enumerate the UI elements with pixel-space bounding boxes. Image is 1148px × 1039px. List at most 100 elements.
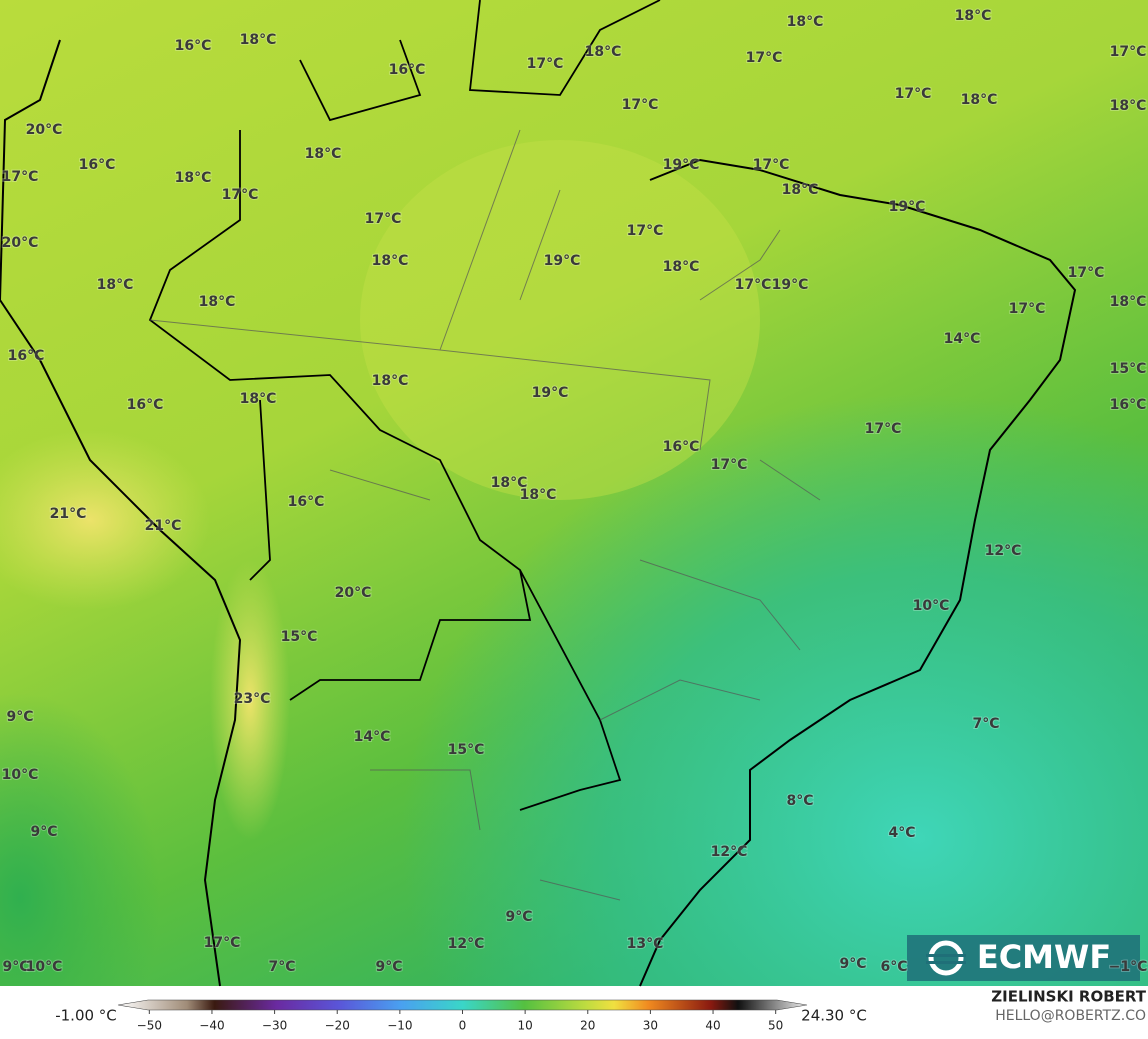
temperature-label: 18°C — [491, 475, 528, 491]
temperature-label: 17°C — [753, 157, 790, 173]
colorbar-tick-label: −20 — [325, 1019, 350, 1033]
temperature-label: 18°C — [1110, 98, 1147, 114]
logo-text: ECMWF — [977, 938, 1111, 976]
temperature-label: 17°C — [365, 211, 402, 227]
temperature-label: 16°C — [389, 62, 426, 78]
temperature-label: 9°C — [2, 959, 29, 975]
temperature-label: 20°C — [2, 235, 39, 251]
logo-icon — [926, 940, 966, 976]
temperature-label: 15°C — [1110, 361, 1147, 377]
credit-email: HELLO@ROBERTZ.CO — [995, 1008, 1146, 1024]
temperature-label: 17°C — [1009, 301, 1046, 317]
warm-area — [210, 560, 290, 840]
temperature-label: 17°C — [622, 97, 659, 113]
colorbar-bar — [117, 999, 808, 1011]
temperature-label: 15°C — [281, 629, 318, 645]
colorbar-tick-label: −30 — [262, 1019, 287, 1033]
temperature-label: 21°C — [50, 506, 87, 522]
temperature-label: 17°C — [2, 169, 39, 185]
warm-area — [360, 140, 760, 500]
temperature-label: 14°C — [944, 331, 981, 347]
temperature-label: 12°C — [711, 844, 748, 860]
temperature-label: 18°C — [955, 8, 992, 24]
colorbar-tick-label: −10 — [387, 1019, 412, 1033]
temperature-label: 18°C — [585, 44, 622, 60]
temperature-label: 17°C — [895, 86, 932, 102]
temperature-label: 18°C — [372, 253, 409, 269]
colorbar-tick-label: −40 — [199, 1019, 224, 1033]
temperature-label: 18°C — [240, 391, 277, 407]
temperature-label: 10°C — [913, 598, 950, 614]
temperature-label: 16°C — [288, 494, 325, 510]
temperature-label: 18°C — [305, 146, 342, 162]
credit-name: ZIELINSKI ROBERT — [991, 988, 1146, 1006]
temperature-label: 12°C — [985, 543, 1022, 559]
temperature-label: 18°C — [175, 170, 212, 186]
temperature-labels: 18°C 18°C16°C 18°C18°C17°C 17°C 17°C16°C17°C… — [1, 7, 1148, 976]
temperature-label: 18°C — [372, 373, 409, 389]
colorbar-tick-label: 50 — [768, 1019, 783, 1033]
colorbar-tick-label: 30 — [643, 1019, 658, 1033]
temperature-label: 16°C — [79, 157, 116, 173]
temperature-label: 19°C — [889, 199, 926, 215]
country-border — [148, 0, 661, 811]
temperature-label: 17°C — [627, 223, 664, 239]
temperature-label: 9°C — [839, 956, 866, 972]
temperature-label: 17°C — [735, 277, 772, 293]
temperature-label: 20°C — [335, 585, 372, 601]
temperature-label: 9°C — [30, 824, 57, 840]
temperature-label: 18°C — [240, 32, 277, 48]
temperature-label: 4°C — [888, 825, 915, 841]
colorbar-tick-label: 0 — [459, 1019, 467, 1033]
temperature-label: 17°C — [865, 421, 902, 437]
temperature-label: 18°C — [97, 277, 134, 293]
temperature-label: 17°C — [711, 457, 748, 473]
coastline — [639, 158, 1077, 987]
temperature-label: 19°C — [532, 385, 569, 401]
temperature-label: 16°C — [8, 348, 45, 364]
temperature-label: 15°C — [448, 742, 485, 758]
temperature-label: 19°C — [544, 253, 581, 269]
colorbar-tick-label: 10 — [517, 1019, 532, 1033]
colorbar-max: 24.30 °C — [801, 1007, 867, 1025]
temperature-label: 12°C — [448, 936, 485, 952]
temperature-label: 7°C — [268, 959, 295, 975]
map: ECMWF — [0, 0, 1148, 987]
temperature-label: 21°C — [145, 518, 182, 534]
temperature-label: 16°C — [127, 397, 164, 413]
temperature-label: 10°C — [2, 767, 39, 783]
temperature-label: 18°C — [663, 259, 700, 275]
temperature-label: 17°C — [746, 50, 783, 66]
colorbar-tick-label: 20 — [580, 1019, 595, 1033]
temperature-label: 17°C — [1110, 44, 1147, 60]
temperature-label: 17°C — [1068, 265, 1105, 281]
temperature-label: 6°C — [880, 959, 907, 975]
temperature-label: 9°C — [375, 959, 402, 975]
temperature-label: 17°C — [204, 935, 241, 951]
temperature-label: 18°C — [787, 14, 824, 30]
temperature-label: 19°C — [772, 277, 809, 293]
temperature-label: 9°C — [505, 909, 532, 925]
temperature-label: 17°C — [222, 187, 259, 203]
temperature-label: 16°C — [175, 38, 212, 54]
temperature-label: 23°C — [234, 691, 271, 707]
temperature-label: 7°C — [972, 716, 999, 732]
temperature-label: 16°C — [1110, 397, 1147, 413]
coastline — [0, 39, 242, 987]
temperature-label: 18°C — [961, 92, 998, 108]
temperature-label: 10°C — [26, 959, 63, 975]
temperature-label: 18°C — [1110, 294, 1147, 310]
temperature-label: 18°C — [199, 294, 236, 310]
temperature-label: 14°C — [354, 729, 391, 745]
temperature-label: 18°C — [520, 487, 557, 503]
colorbar-tick-label: 40 — [705, 1019, 720, 1033]
temperature-label: 9°C — [6, 709, 33, 725]
state-border — [149, 129, 821, 901]
colorbar-tick-label: −50 — [137, 1019, 162, 1033]
temperature-label: 18°C — [782, 182, 819, 198]
warm-area — [0, 430, 210, 610]
temperature-label: 13°C — [627, 936, 664, 952]
colorbar-min: -1.00 °C — [55, 1007, 117, 1025]
temperature-label: 17°C — [527, 56, 564, 72]
colorbar: -1.00 °C 24.30 °C ZIELINSKI ROBERT HELLO… — [55, 988, 1147, 1033]
